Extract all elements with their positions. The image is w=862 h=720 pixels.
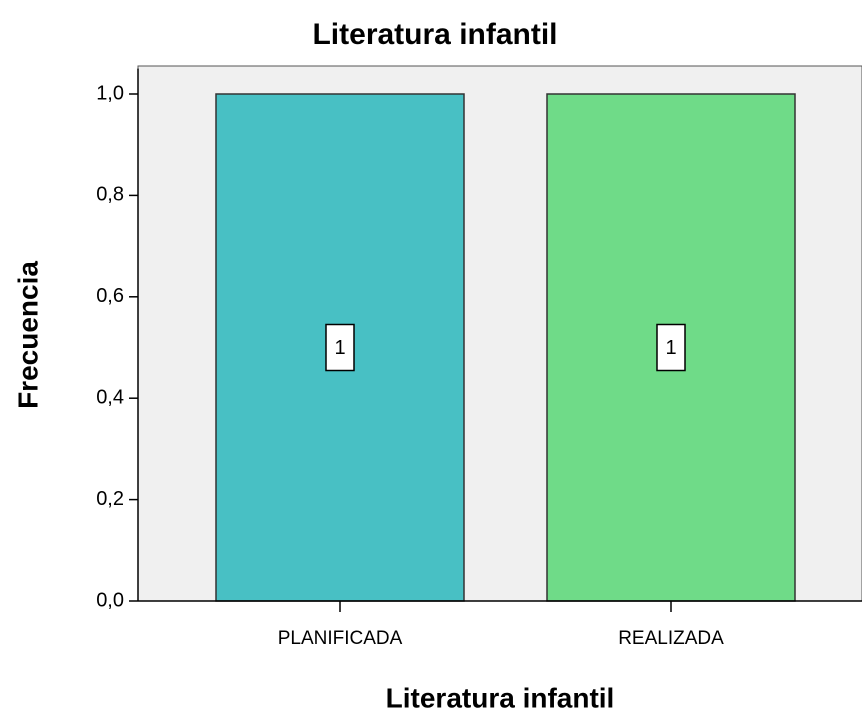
- value-label: 1: [665, 337, 676, 359]
- y-tick-label: 0,2: [96, 488, 124, 510]
- value-label-box: [656, 323, 686, 372]
- y-axis-title: Frecuencia: [12, 261, 43, 409]
- y-tick-label: 0,0: [96, 589, 124, 611]
- y-tick-label: 1,0: [96, 82, 124, 104]
- value-label: 1: [334, 337, 345, 359]
- y-tick-label: 0,4: [96, 386, 124, 408]
- chart-title: Literatura infantil: [312, 18, 557, 51]
- y-tick-label: 0,8: [96, 184, 124, 206]
- x-tick-label: REALIZADA: [618, 628, 724, 649]
- x-tick-label: PLANIFICADA: [278, 628, 403, 649]
- value-label-box: [325, 323, 355, 372]
- y-tick-label: 0,6: [96, 285, 124, 307]
- x-axis-title: Literatura infantil: [386, 682, 615, 713]
